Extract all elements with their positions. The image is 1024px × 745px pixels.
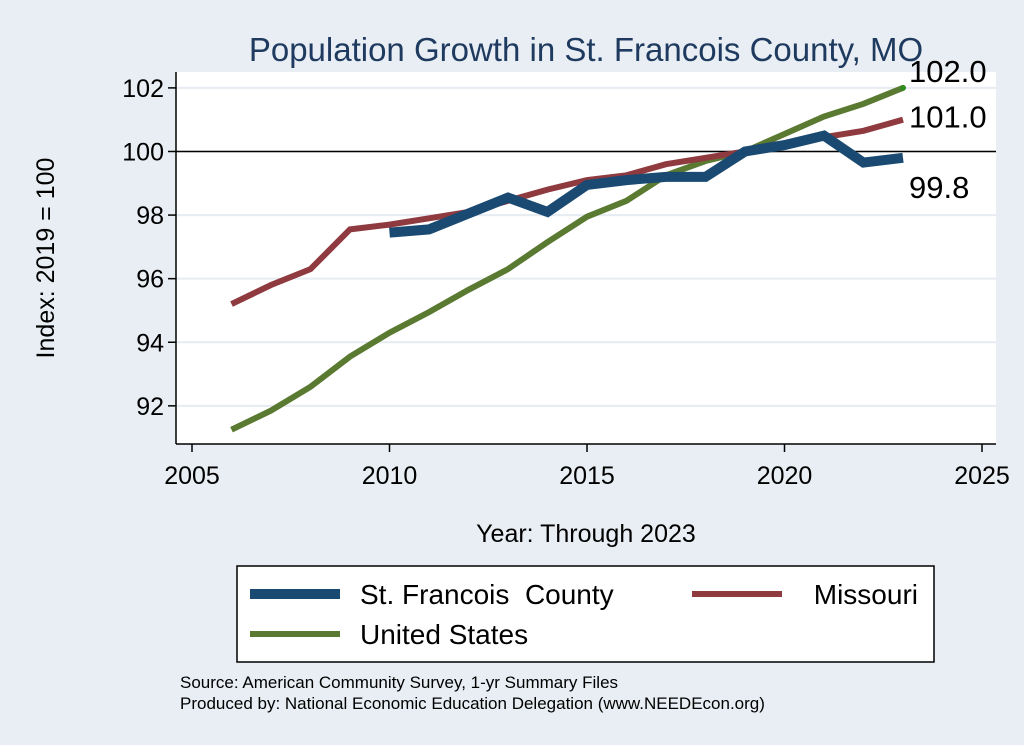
series-lines [230, 84, 906, 433]
y-axis-label: Index: 2019 = 100 [32, 158, 60, 359]
axes: 92 94 96 98 100 102 2005 2010 2015 2020 2025 [122, 72, 1010, 490]
series-end-marker-united-states [900, 84, 906, 91]
producer-note: Produced by: National Economic Education… [180, 694, 765, 713]
legend-label-missouri: Missouri [814, 579, 918, 610]
x-tick-label-2010: 2010 [362, 462, 418, 490]
x-tick-label-2025: 2025 [954, 462, 1010, 490]
end-labels: 99.8 101.0 102.0 [909, 54, 987, 205]
legend-label-st-francois-county: St. Francois County [360, 579, 614, 610]
legend-label-united-states: United States [360, 619, 528, 650]
source-note: Source: American Community Survey, 1-yr … [180, 673, 618, 692]
y-tick-label-94: 94 [136, 329, 164, 357]
end-label-missouri: 101.0 [909, 100, 987, 135]
x-tick-label-2020: 2020 [757, 462, 813, 490]
x-tick-label-2015: 2015 [559, 462, 615, 490]
y-tick-label-96: 96 [136, 266, 164, 294]
y-tick-label-100: 100 [122, 138, 164, 166]
y-tick-label-92: 92 [136, 393, 164, 421]
end-label-united-states: 102.0 [909, 54, 987, 89]
series-line-st-francois-county [389, 130, 904, 238]
series-line-united-states [230, 85, 905, 433]
x-axis-label: Year: Through 2023 [476, 520, 696, 548]
chart-title: Population Growth in St. Francois County… [249, 31, 923, 68]
end-label-st-francois-county: 99.8 [909, 170, 969, 205]
y-tick-label-102: 102 [122, 75, 164, 103]
legend: St. Francois County Missouri United States [236, 565, 935, 663]
x-tick-label-2005: 2005 [164, 462, 220, 490]
y-tick-label-98: 98 [136, 202, 164, 230]
legend-box [236, 565, 935, 663]
